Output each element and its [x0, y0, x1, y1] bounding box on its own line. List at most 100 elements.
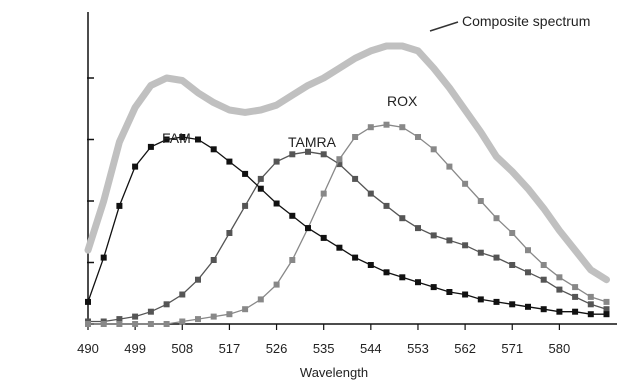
data-point	[210, 146, 217, 153]
data-point	[226, 158, 233, 165]
data-point	[415, 134, 421, 140]
data-point	[163, 301, 170, 308]
data-point	[320, 190, 327, 197]
data-point	[587, 301, 594, 308]
data-point	[462, 180, 469, 187]
data-point	[116, 321, 123, 327]
data-point	[556, 274, 563, 281]
series-line	[87, 136, 607, 315]
data-point	[116, 202, 123, 209]
data-point	[257, 175, 264, 182]
data-point	[556, 308, 563, 315]
data-point	[210, 257, 217, 263]
data-point	[493, 298, 500, 305]
data-point	[540, 306, 547, 313]
data-point	[462, 291, 469, 298]
data-point	[273, 158, 280, 165]
data-point	[305, 148, 311, 155]
data-point	[352, 254, 359, 261]
data-point	[336, 244, 343, 251]
data-point	[383, 269, 390, 276]
data-point	[85, 298, 91, 305]
data-point	[257, 185, 264, 192]
data-point	[367, 190, 374, 197]
x-axis-title: Wavelength	[300, 365, 368, 380]
data-point	[289, 151, 296, 158]
data-point	[430, 284, 437, 291]
data-point	[179, 134, 186, 140]
data-point	[367, 262, 374, 268]
x-tick-label: 508	[171, 341, 193, 356]
data-point	[399, 124, 406, 131]
data-point	[132, 313, 139, 320]
series-composite-spectrum	[84, 42, 610, 284]
data-point	[572, 293, 579, 300]
data-point	[477, 249, 484, 256]
data-point	[587, 293, 594, 300]
data-point	[352, 134, 359, 140]
x-tick-label: 544	[360, 341, 382, 356]
series-label-composite: Composite spectrum	[462, 13, 590, 29]
x-tick-label: 580	[549, 341, 571, 356]
data-point	[147, 143, 154, 150]
composite-pointer-line	[429, 21, 459, 32]
data-point	[383, 202, 390, 209]
series-label-rox: ROX	[387, 93, 418, 109]
data-point	[242, 170, 249, 177]
x-tick-label: 490	[77, 341, 99, 356]
data-point	[556, 286, 563, 293]
series-tamra	[85, 148, 610, 325]
data-point	[603, 311, 610, 318]
x-tick-label: 553	[407, 341, 429, 356]
data-point	[163, 136, 170, 143]
data-point	[242, 202, 249, 209]
data-point	[132, 321, 139, 327]
data-point	[477, 296, 484, 303]
data-point	[399, 274, 406, 281]
series-label-tamra: TAMRA	[288, 134, 337, 150]
series-fam	[85, 134, 610, 318]
data-point	[446, 163, 453, 170]
data-point	[477, 198, 484, 204]
data-point	[509, 262, 516, 268]
data-point	[525, 247, 531, 254]
data-point	[430, 146, 437, 153]
data-point	[525, 303, 531, 310]
data-point	[603, 306, 610, 313]
series-line	[88, 124, 607, 325]
data-point	[242, 306, 249, 313]
data-point	[352, 175, 359, 182]
x-tick-label: 535	[313, 341, 335, 356]
x-tick-label: 562	[454, 341, 476, 356]
data-point	[509, 301, 516, 308]
data-point	[446, 289, 453, 295]
data-point	[415, 279, 421, 286]
data-point	[85, 321, 91, 327]
data-point	[147, 308, 154, 315]
data-point	[195, 136, 201, 143]
data-point	[493, 254, 500, 261]
data-point	[257, 296, 264, 303]
data-point	[462, 242, 469, 249]
data-point	[587, 311, 594, 318]
data-point	[100, 254, 107, 261]
data-point	[147, 321, 154, 327]
data-point	[336, 156, 343, 163]
data-point	[195, 276, 201, 283]
data-point	[289, 212, 296, 219]
data-point	[320, 234, 327, 241]
data-point	[336, 161, 343, 168]
data-point	[179, 291, 186, 298]
series-labels: FAM TAMRA ROX Composite spectrum	[162, 13, 590, 150]
data-point	[525, 269, 531, 276]
data-point	[163, 321, 170, 327]
data-point	[273, 200, 280, 207]
data-point	[116, 316, 123, 323]
data-point	[195, 316, 201, 323]
data-point	[399, 215, 406, 222]
data-point	[226, 311, 233, 318]
data-point	[509, 230, 516, 236]
data-point	[430, 232, 437, 239]
data-point	[179, 318, 186, 325]
